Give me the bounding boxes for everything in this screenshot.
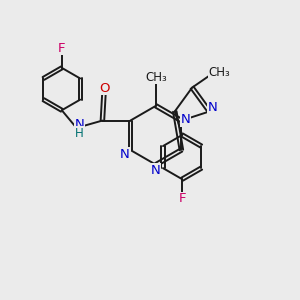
- Text: F: F: [178, 192, 186, 206]
- Text: N: N: [181, 113, 190, 126]
- Text: N: N: [151, 164, 161, 176]
- Text: F: F: [58, 42, 65, 55]
- Text: CH₃: CH₃: [208, 65, 230, 79]
- Text: N: N: [75, 118, 84, 131]
- Text: N: N: [208, 101, 217, 114]
- Text: O: O: [99, 82, 110, 95]
- Text: H: H: [75, 127, 84, 140]
- Text: CH₃: CH₃: [145, 71, 167, 84]
- Text: N: N: [120, 148, 130, 160]
